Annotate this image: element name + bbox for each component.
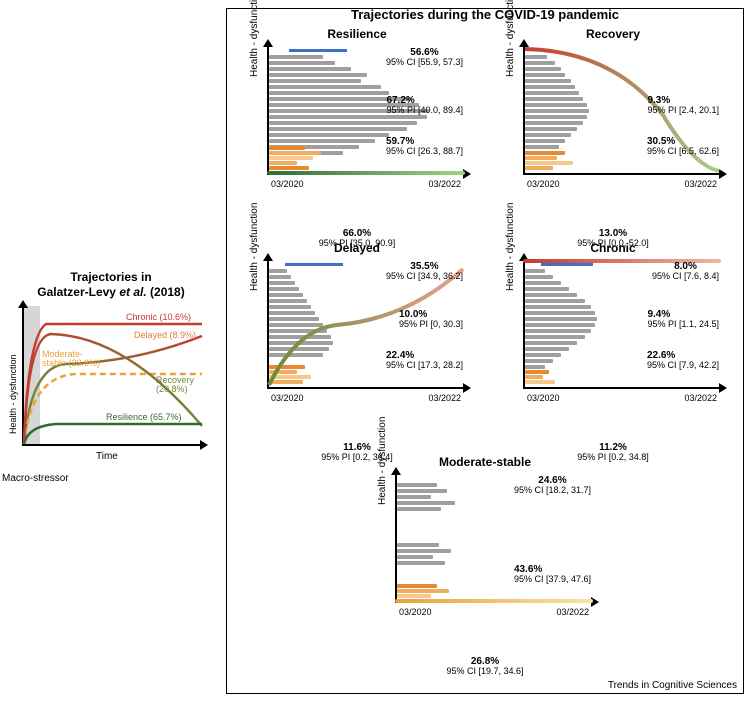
gal-macro-label: Macro-stressor	[2, 473, 69, 484]
covid-title: Trajectories during the COVID-19 pandemi…	[227, 7, 743, 22]
gal-title-l1: Trajectories in	[70, 270, 151, 284]
gal-recovery-lbl: Recovery(20.8%)	[156, 376, 194, 395]
ylab: Health - dysfunction	[249, 0, 260, 77]
gal-title-l2: Galatzer-Levy et al. (2018)	[37, 285, 184, 299]
plotbox: 03/202003/2022 9.3%95% PI [2.4, 20.1]30.…	[523, 45, 721, 175]
covid-panel: Trajectories during the COVID-19 pandemi…	[226, 8, 744, 694]
plotbox: 03/202003/202256.6%95% CI [55.9, 57.3]67…	[267, 45, 465, 175]
panel-moderate: Moderate-stableHealth - dysfunction03/20…	[363, 455, 607, 645]
plotbox: 03/202003/202224.6%95% CI [18.2, 31.7]43…	[395, 473, 593, 603]
plotbox: 03/202003/2022 35.5%95% CI [34.9, 36.2]1…	[267, 259, 465, 389]
figure-root: Trajectories in Galatzer-Levy et al. (20…	[0, 0, 750, 702]
gal-resilience-lbl: Resilience (65.7%)	[106, 412, 182, 422]
panel-recovery: RecoveryHealth - dysfunction03/202003/20…	[491, 27, 735, 217]
gal-delayed-lbl: Delayed (8.9%)	[134, 330, 196, 340]
panel-chronic: ChronicHealth - dysfunction03/202003/202…	[491, 241, 735, 431]
ylab: Health - dysfunction	[505, 203, 516, 291]
plotbox: 03/202003/20228.0%95% CI [7.6, 8.4]9.4%9…	[523, 259, 721, 389]
galatzer-panel: Trajectories in Galatzer-Levy et al. (20…	[6, 270, 216, 500]
ylab: Health - dysfunction	[377, 417, 388, 505]
panel-resilience: ResilienceHealth - dysfunction03/202003/…	[235, 27, 479, 217]
ylab: Health - dysfunction	[249, 203, 260, 291]
gal-moderate-lbl: Moderate-stable (23.6%)	[42, 350, 100, 369]
gal-chronic-lbl: Chronic (10.6%)	[126, 312, 191, 322]
journal-name: Trends in Cognitive Sciences	[608, 680, 737, 691]
galatzer-plot: Health - dysfunction Time Macro-stressor	[6, 306, 216, 466]
panel-delayed: DelayedHealth - dysfunction03/202003/202…	[235, 241, 479, 431]
galatzer-title: Trajectories in Galatzer-Levy et al. (20…	[6, 270, 216, 300]
ylab: Health - dysfunction	[505, 0, 516, 77]
